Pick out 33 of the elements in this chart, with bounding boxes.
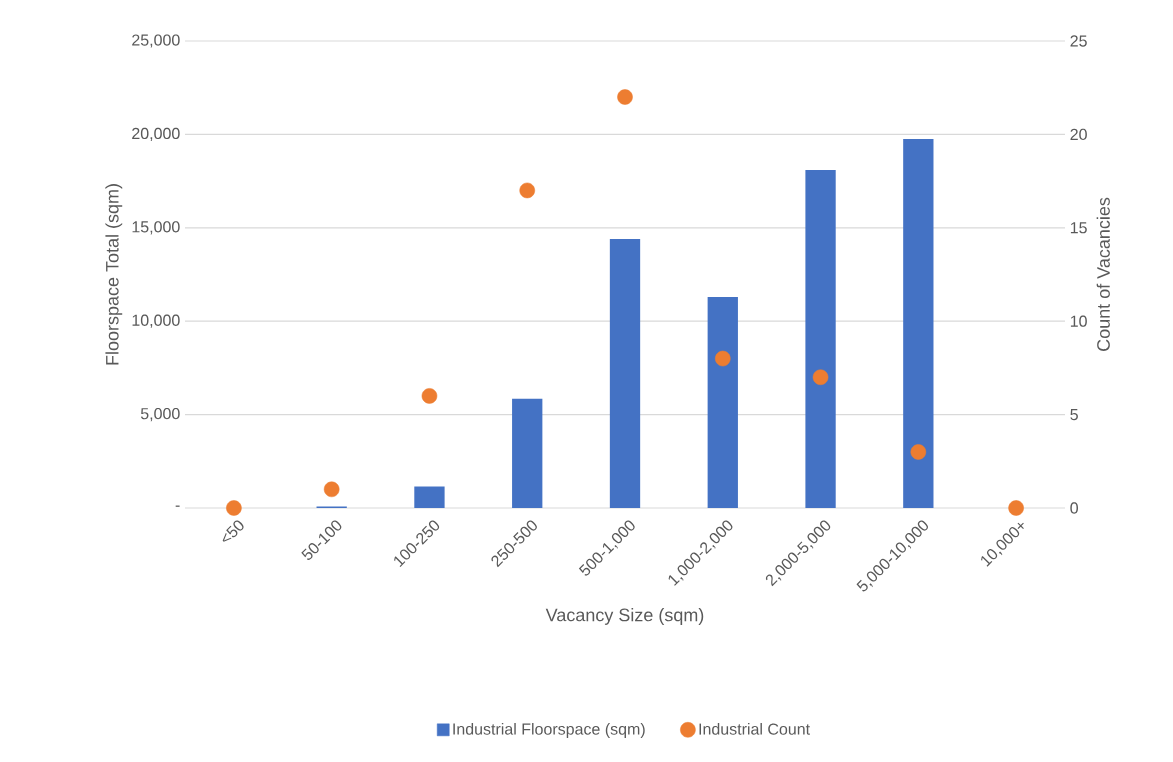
bar [512, 398, 543, 508]
y-tick-label: 5,000 [140, 407, 180, 422]
point [519, 182, 535, 199]
y2-tick-label: 15 [1070, 222, 1087, 234]
y-tick-label: 15,000 [132, 221, 180, 235]
y2-tick-label: 0 [1070, 502, 1078, 514]
point [323, 481, 340, 498]
legend-label: Industrial Count [699, 723, 810, 735]
point [812, 369, 829, 385]
point [715, 350, 731, 367]
y-tick-label: - [175, 505, 180, 507]
y2-tick-label: 10 [1070, 315, 1087, 327]
bar [414, 486, 445, 508]
point [617, 89, 633, 105]
x-tick-label: <50 [222, 520, 244, 542]
x-axis-title: Vacancy Size (sqm) [545, 608, 704, 625]
point [421, 388, 438, 404]
point [226, 500, 242, 516]
y2-tick-label: 5 [1070, 409, 1078, 421]
point [910, 444, 927, 460]
bar [903, 139, 934, 508]
bar [707, 296, 738, 508]
y2-axis-title: Count of Vacancies [1096, 197, 1110, 351]
y2-tick-label: 20 [1070, 128, 1087, 141]
y-tick-label: 20,000 [132, 127, 180, 141]
y-tick-label: 10,000 [132, 314, 180, 328]
point [1008, 500, 1024, 516]
legend-label: Industrial Floorspace (sqm) [453, 723, 645, 738]
bar [609, 239, 641, 508]
y-tick-label: 25,000 [132, 34, 180, 48]
y2-tick-label: 25 [1070, 35, 1087, 47]
y-axis-title: Floorspace Total (sqm) [105, 184, 123, 365]
bar [805, 169, 836, 508]
